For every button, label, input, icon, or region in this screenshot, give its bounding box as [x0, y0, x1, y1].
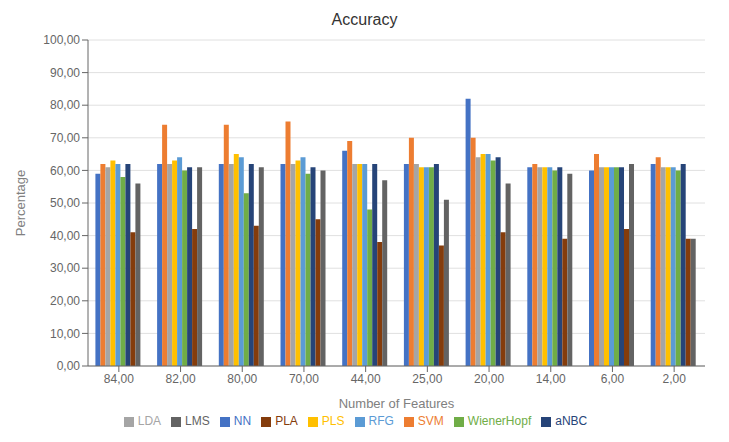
svg-text:Percentage: Percentage: [13, 170, 28, 237]
svg-text:0,00: 0,00: [57, 359, 81, 373]
svg-text:60,00: 60,00: [50, 164, 80, 178]
html-text:RFG: RFG: [368, 414, 394, 428]
svg-text:70,00: 70,00: [50, 131, 80, 145]
svg-text:44,00: 44,00: [351, 372, 381, 386]
svg-text:100,00: 100,00: [43, 33, 80, 47]
svg-text:90,00: 90,00: [50, 66, 80, 80]
svg-text:10,00: 10,00: [50, 327, 80, 341]
svg-text:30,00: 30,00: [50, 261, 80, 275]
svg-text:Number of Features: Number of Features: [339, 396, 455, 411]
html-text:Accuracy: Accuracy: [331, 11, 398, 28]
svg-text:25,00: 25,00: [412, 372, 442, 386]
html-text:LMS: LMS: [185, 414, 210, 428]
html-text:SVM: SVM: [417, 414, 444, 428]
svg-text:82,00: 82,00: [166, 372, 196, 386]
html-text:PLA: PLA: [275, 414, 298, 428]
svg-text:20,00: 20,00: [474, 372, 504, 386]
svg-text:80,00: 80,00: [50, 98, 80, 112]
html-text:NN: NN: [233, 414, 252, 428]
svg-text:50,00: 50,00: [50, 196, 80, 210]
html-text:PLS: PLS: [321, 414, 345, 428]
svg-text:84,00: 84,00: [104, 372, 134, 386]
svg-text:2,00: 2,00: [662, 372, 686, 386]
html-text:aNBC: aNBC: [555, 414, 588, 428]
svg-text:14,00: 14,00: [536, 372, 566, 386]
svg-text:20,00: 20,00: [50, 294, 80, 308]
svg-text:40,00: 40,00: [50, 229, 80, 243]
html-text:LDA: LDA: [137, 414, 162, 428]
svg-text:70,00: 70,00: [289, 372, 319, 386]
svg-text:80,00: 80,00: [227, 372, 257, 386]
html-text:WienerHopf: WienerHopf: [467, 414, 532, 428]
svg-text:6,00: 6,00: [601, 372, 625, 386]
